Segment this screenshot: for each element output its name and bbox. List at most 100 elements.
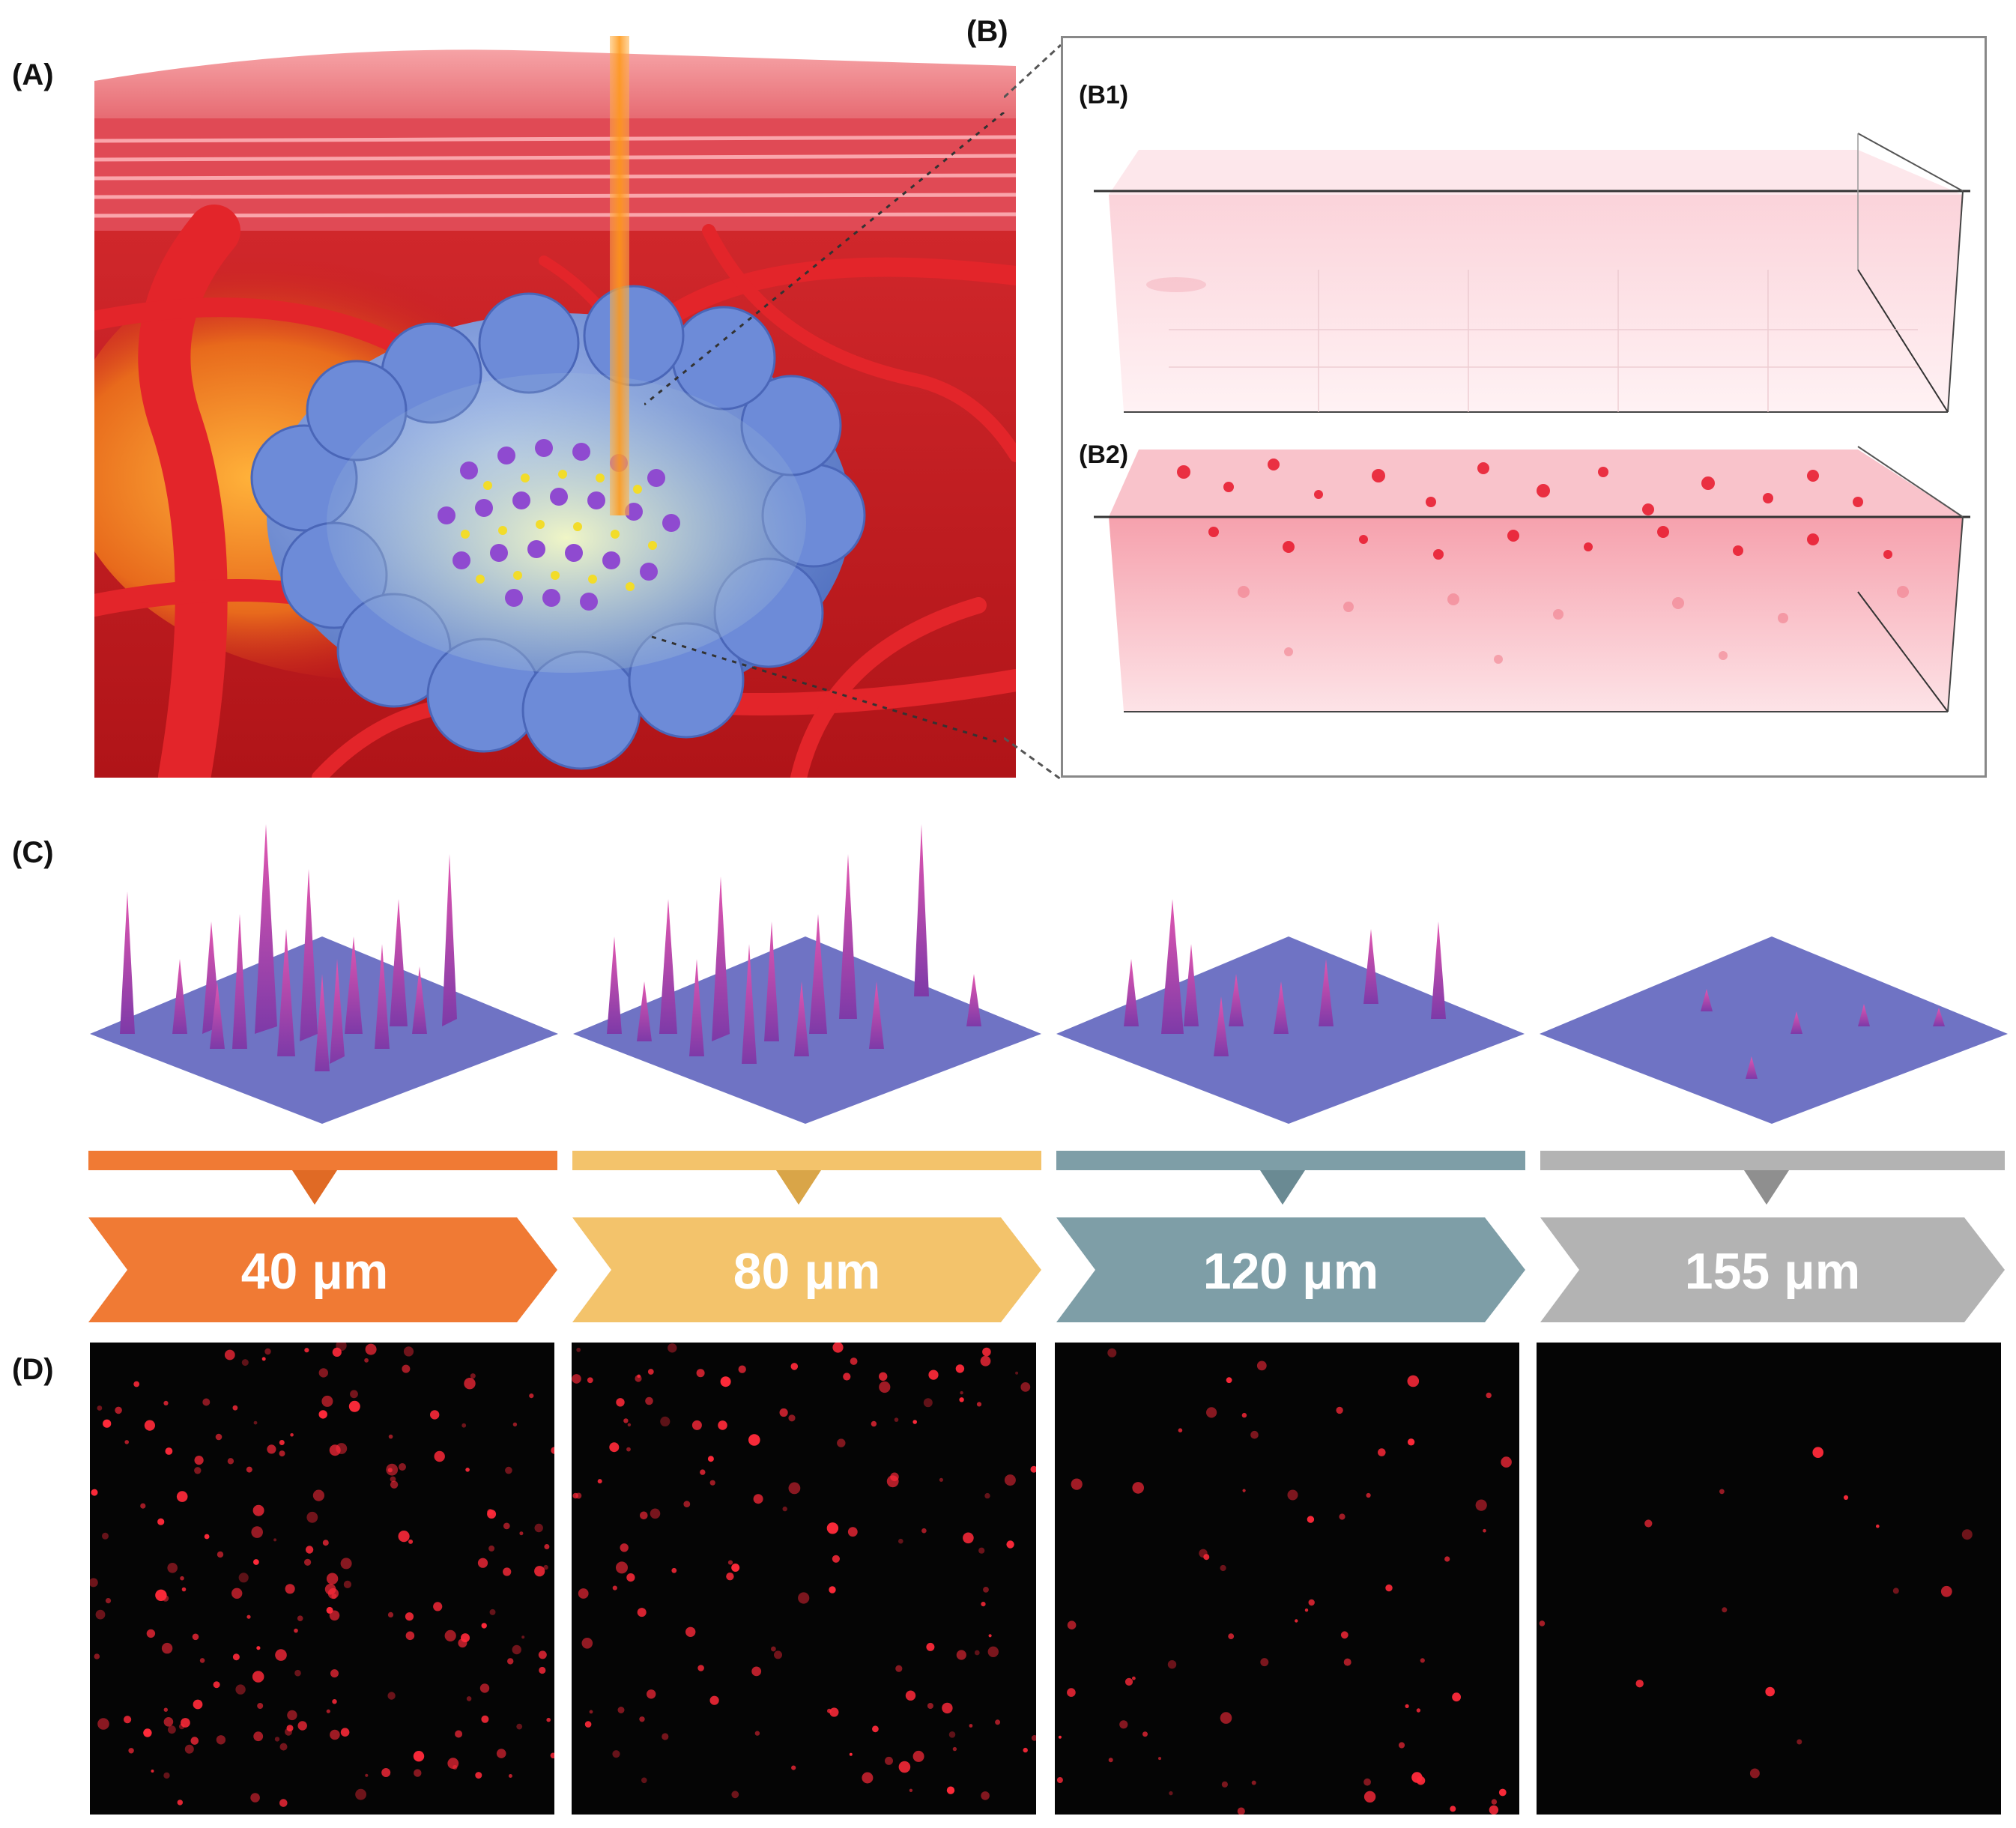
fluorescent-spot	[340, 1558, 352, 1570]
fluorescent-spot	[381, 1768, 391, 1777]
fluorescent-spot	[1475, 1499, 1487, 1511]
depth-arrow-40	[88, 1217, 557, 1322]
fluorescent-spot	[1006, 1540, 1014, 1549]
depth-bar-155	[1540, 1151, 2005, 1170]
fluorescent-spot	[235, 1684, 246, 1695]
fluorescent-spot	[329, 1444, 341, 1456]
depth-marker-155	[1744, 1170, 1789, 1205]
fluorescent-spot	[143, 1728, 152, 1737]
fluorescent-spot	[697, 1665, 704, 1671]
fluorescent-spot	[1220, 1712, 1232, 1724]
fluorescent-spot	[458, 1638, 467, 1648]
fluorescent-spot	[388, 1434, 393, 1439]
fluorescent-spot	[318, 1410, 327, 1419]
fluorescent-spot	[1250, 1430, 1259, 1439]
fluorescent-spot	[955, 1364, 965, 1373]
fluorescent-spot	[862, 1772, 874, 1784]
fluorescent-spot	[329, 1610, 340, 1621]
fluorescent-spot	[909, 1788, 913, 1792]
fluorescent-spot	[1056, 1777, 1063, 1783]
fluorescent-spot	[731, 1791, 739, 1799]
fluorescent-spot	[330, 1669, 339, 1678]
fluorescent-spot	[960, 1390, 963, 1395]
fluorescent-spot	[285, 1584, 295, 1594]
fluorescent-spot	[1501, 1456, 1512, 1468]
fluorescent-spot	[257, 1703, 264, 1709]
fluorescent-spot	[969, 1724, 973, 1728]
fluorescent-spot	[1378, 1448, 1386, 1456]
fluorescent-spot	[1635, 1680, 1644, 1688]
fluorescent-spot	[696, 1369, 705, 1378]
fluorescent-spot	[683, 1501, 691, 1507]
fluorescent-spot	[1416, 1708, 1421, 1713]
fluorescent-spot	[626, 1573, 635, 1582]
fluorescent-spot	[771, 1646, 776, 1652]
panel-b2-label: (B2)	[1079, 441, 1129, 469]
fluorescent-spot	[475, 1772, 482, 1779]
fluorescent-spot	[165, 1447, 173, 1455]
fluorescent-spot	[1031, 1735, 1036, 1741]
fluorescent-spot	[647, 1369, 654, 1375]
fluorescent-spot	[297, 1721, 307, 1731]
fluorescent-spot	[430, 1410, 440, 1420]
fluorescent-spot	[465, 1468, 470, 1472]
fluorescent-spot	[1363, 1778, 1371, 1786]
fluorescent-spot	[461, 1423, 467, 1428]
fluorescent-spot	[413, 1751, 425, 1762]
fluorescent-spot	[700, 1469, 706, 1475]
fluorescent-spot	[95, 1609, 106, 1620]
fluorescent-spot	[261, 1357, 266, 1361]
depth-marker-120	[1260, 1170, 1305, 1205]
depth-bar-120	[1056, 1151, 1525, 1170]
fluorescent-spot	[529, 1393, 534, 1399]
fluorescent-spot	[1020, 1382, 1031, 1392]
fluorescent-spot	[847, 1527, 858, 1537]
fluorescent-spot	[264, 1348, 271, 1355]
fluorescent-spot	[645, 1396, 653, 1405]
fluorescent-spot	[1015, 1371, 1019, 1375]
fluorescent-spot	[1132, 1676, 1136, 1680]
fluorescent-spot	[105, 1598, 112, 1604]
fluorescent-spot	[512, 1644, 521, 1655]
fluorescent-spot	[829, 1707, 839, 1717]
fluorescent-spot	[253, 1731, 264, 1742]
fluorescent-spot	[956, 1650, 966, 1660]
fluorescent-spot	[774, 1650, 782, 1659]
fluorescent-spot	[348, 1400, 360, 1412]
fluorescent-spot	[539, 1666, 546, 1674]
fluorescent-spot	[660, 1416, 671, 1426]
fluorescent-spot	[926, 1642, 935, 1651]
fluorescent-spot	[387, 1611, 394, 1617]
fluorescent-spot	[641, 1777, 647, 1784]
fluorescent-spot	[1450, 1806, 1456, 1812]
fluorescent-spot	[305, 1546, 314, 1554]
fluorescent-spot	[162, 1595, 169, 1602]
fluorescent-spot	[826, 1522, 839, 1534]
fluorescent-spot	[709, 1695, 719, 1705]
depth-bar-80	[572, 1151, 1041, 1170]
fluorescent-spot	[279, 1450, 285, 1457]
fluorescent-spot	[194, 1456, 204, 1465]
depth-legend: 40 μm 80 μm 120 μm 155 μm	[88, 1151, 2005, 1322]
fluorescent-spot	[927, 1703, 933, 1709]
fluorescent-spot	[1221, 1781, 1228, 1788]
fluorescent-spot	[1444, 1556, 1450, 1562]
fluorescent-spot	[433, 1602, 443, 1611]
fluorescent-spot	[1336, 1406, 1343, 1414]
fluorescent-spot	[1416, 1776, 1426, 1785]
fluorescent-spot	[886, 1475, 899, 1488]
fluorescent-spot	[1206, 1407, 1217, 1418]
fluorescent-spot	[1796, 1739, 1802, 1745]
fluorescent-spot	[213, 1681, 220, 1689]
fluorescent-spot	[597, 1479, 602, 1484]
fluorescent-spot	[928, 1370, 939, 1380]
panel-b1-label: (B1)	[1079, 81, 1129, 109]
fluorescent-spot	[479, 1683, 490, 1693]
fluorescent-spot	[612, 1585, 617, 1591]
fluorescent-spot	[1486, 1392, 1492, 1399]
fluorescent-spot	[731, 1564, 740, 1572]
fluorescent-spot	[321, 1395, 333, 1407]
fluorescent-spot	[798, 1592, 810, 1604]
fluorescent-spot	[190, 1737, 199, 1745]
fluorescent-spot	[1241, 1412, 1247, 1418]
